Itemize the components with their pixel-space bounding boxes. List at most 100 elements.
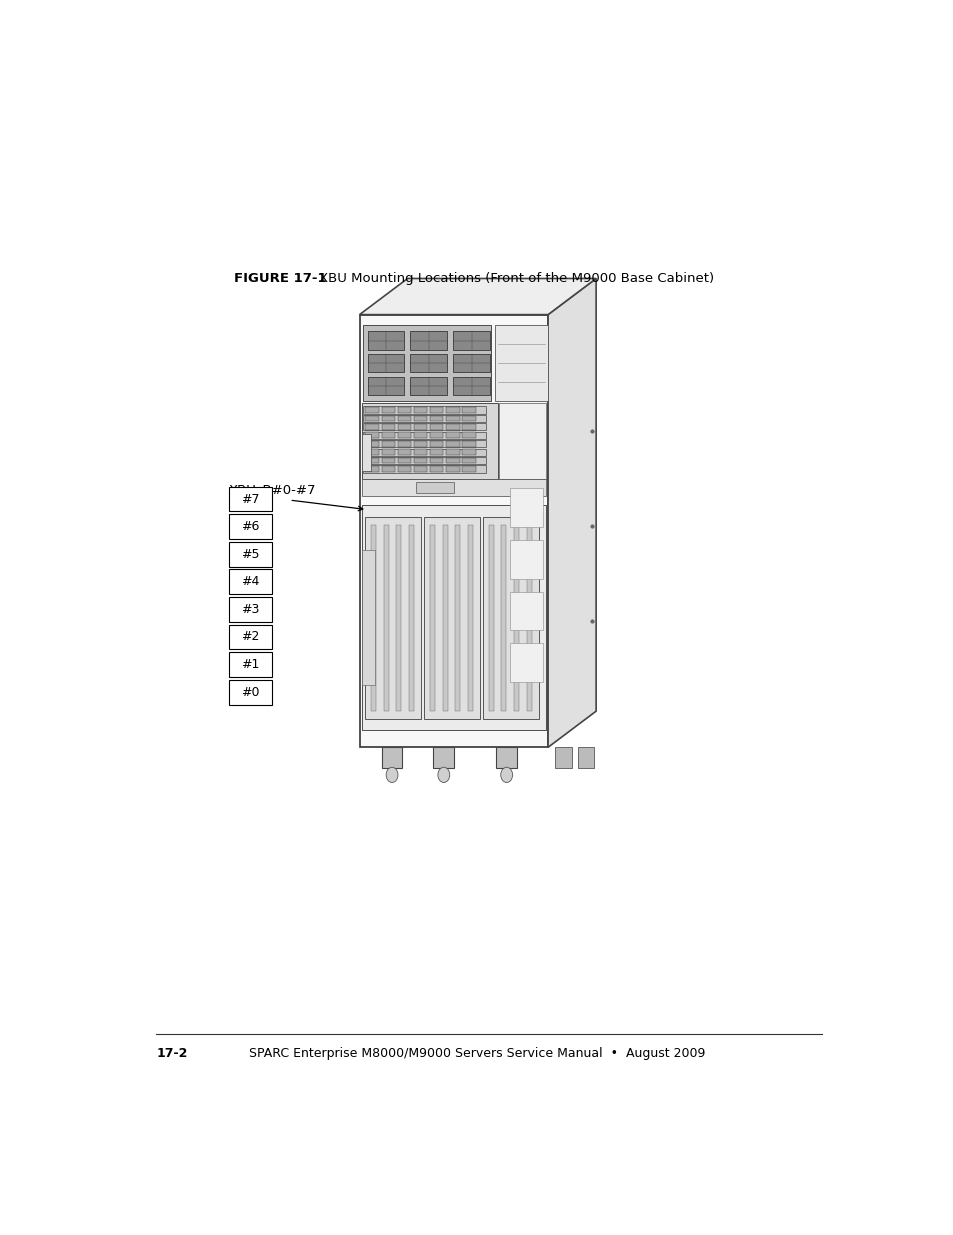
Bar — [462, 416, 476, 421]
Bar — [363, 448, 485, 456]
Bar — [446, 441, 459, 447]
Bar — [365, 416, 378, 421]
Bar — [229, 487, 272, 511]
Bar — [514, 525, 518, 711]
Bar — [414, 458, 427, 463]
Bar — [381, 466, 395, 472]
Bar — [395, 525, 401, 711]
Bar — [414, 432, 427, 438]
Bar — [363, 440, 485, 447]
Bar — [430, 458, 443, 463]
Bar — [453, 331, 490, 350]
Bar — [229, 514, 272, 538]
Circle shape — [500, 767, 512, 783]
Bar — [510, 592, 543, 631]
Bar — [462, 432, 476, 438]
Bar — [397, 408, 411, 412]
Bar — [361, 404, 497, 479]
Bar — [462, 441, 476, 447]
Bar — [363, 326, 491, 401]
Bar — [430, 450, 443, 454]
Text: #4: #4 — [241, 576, 259, 588]
Bar — [397, 416, 411, 421]
Bar — [365, 441, 378, 447]
Bar — [462, 466, 476, 472]
Bar — [410, 377, 447, 395]
Bar — [462, 408, 476, 412]
Bar — [430, 525, 435, 711]
Bar — [442, 525, 447, 711]
Bar — [488, 525, 494, 711]
Bar — [359, 315, 547, 747]
Bar — [414, 416, 427, 421]
Bar — [510, 488, 543, 526]
Bar — [453, 377, 490, 395]
Text: #3: #3 — [241, 603, 259, 616]
Bar — [462, 424, 476, 430]
Text: #7: #7 — [240, 493, 259, 505]
Bar — [229, 652, 272, 677]
Bar — [446, 408, 459, 412]
Bar — [363, 466, 485, 473]
Bar — [446, 450, 459, 454]
Text: 17-2: 17-2 — [156, 1047, 188, 1060]
Bar — [416, 483, 454, 493]
Bar — [361, 505, 545, 730]
Bar — [361, 479, 545, 496]
Bar — [453, 354, 490, 373]
Bar — [423, 517, 479, 719]
Bar — [363, 406, 485, 414]
Bar — [229, 625, 272, 650]
Bar — [578, 747, 594, 768]
Bar — [397, 450, 411, 454]
Text: XBU_B#0-#7: XBU_B#0-#7 — [229, 483, 315, 496]
Bar — [495, 326, 547, 401]
Circle shape — [437, 767, 449, 783]
Bar — [381, 424, 395, 430]
Bar — [498, 404, 545, 479]
Bar — [409, 525, 414, 711]
Bar — [381, 747, 402, 768]
Bar — [383, 525, 388, 711]
Bar — [364, 517, 421, 719]
Bar — [397, 424, 411, 430]
Bar — [229, 542, 272, 567]
Polygon shape — [547, 278, 596, 747]
Text: XBU Mounting Locations (Front of the M9000 Base Cabinet): XBU Mounting Locations (Front of the M90… — [318, 272, 713, 285]
Bar — [555, 747, 571, 768]
Text: SPARC Enterprise M8000/M9000 Servers Service Manual  •  August 2009: SPARC Enterprise M8000/M9000 Servers Ser… — [249, 1047, 704, 1060]
Bar — [367, 354, 404, 373]
Bar — [410, 331, 447, 350]
Text: #0: #0 — [240, 685, 259, 699]
Bar — [430, 432, 443, 438]
Text: #6: #6 — [241, 520, 259, 534]
Bar — [446, 466, 459, 472]
Bar — [381, 416, 395, 421]
Bar — [365, 458, 378, 463]
Bar — [381, 450, 395, 454]
Bar — [363, 432, 485, 438]
Bar — [446, 458, 459, 463]
Bar — [229, 569, 272, 594]
Bar — [365, 424, 378, 430]
Text: #5: #5 — [240, 548, 259, 561]
Bar — [510, 643, 543, 683]
Bar — [510, 540, 543, 578]
Bar — [430, 408, 443, 412]
Bar — [371, 525, 375, 711]
Bar — [433, 747, 454, 768]
Bar — [462, 450, 476, 454]
Bar — [367, 377, 404, 395]
Bar — [414, 408, 427, 412]
Bar — [430, 424, 443, 430]
Bar — [381, 408, 395, 412]
Bar — [526, 525, 531, 711]
Bar — [381, 432, 395, 438]
Bar — [397, 441, 411, 447]
Bar — [361, 433, 370, 472]
Bar — [446, 432, 459, 438]
Text: #1: #1 — [241, 658, 259, 671]
Bar — [430, 416, 443, 421]
Bar — [501, 525, 506, 711]
Bar — [365, 450, 378, 454]
